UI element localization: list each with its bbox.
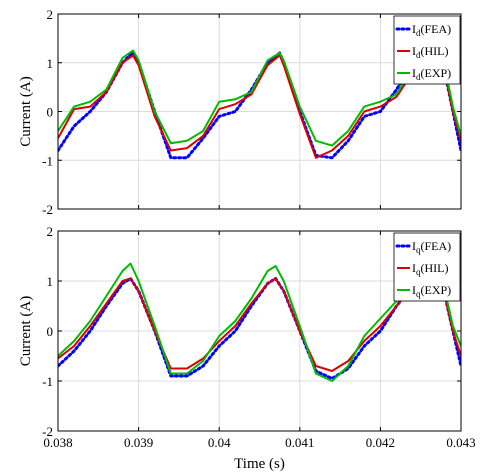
- series-line-d-1: [58, 54, 461, 159]
- y-tick-label: -1: [42, 153, 53, 168]
- x-axis-label: Time (s): [234, 456, 285, 472]
- y-tick-label: 2: [47, 7, 54, 22]
- legend-entry: Id(FEA): [412, 22, 451, 38]
- panel-bottom: -2 -1 0 1 2 0.038 0.039 0.04 0.041 0.042 0.043 Curr…: [18, 224, 476, 450]
- y-tick-label: -2: [42, 202, 53, 217]
- y-axis-label: Current (A): [18, 296, 34, 366]
- series-line-d-2: [58, 49, 461, 147]
- x-tick-label: 0.042: [366, 435, 395, 450]
- y-tick-label: 1: [47, 274, 54, 289]
- y-tick-label: -2: [42, 424, 53, 439]
- legend-entry: Iq(HIL): [412, 261, 448, 277]
- legend-entry: Id(EXP): [412, 66, 451, 82]
- x-tick-label: 0.04: [208, 435, 231, 450]
- x-tick-label: 0.041: [285, 435, 314, 450]
- x-tick-label: 0.038: [43, 435, 72, 450]
- y-tick-label: 0: [47, 324, 54, 339]
- legend: Iq(FEA) Iq(HIL) Iq(EXP): [393, 232, 461, 302]
- legend-entry: Iq(FEA): [412, 239, 451, 255]
- x-tick-label: 0.039: [124, 435, 153, 450]
- legend: Id(FEA) Id(HIL) Id(EXP): [393, 15, 461, 85]
- legend-entry: Iq(EXP): [412, 283, 451, 299]
- y-tick-label: 1: [47, 56, 54, 71]
- panel-top: -2 -1 0 1 2 Current (A) Id(FEA) Id(HIL) Id(EXP): [18, 7, 462, 217]
- y-tick-label: 0: [47, 105, 54, 120]
- x-tick-label: 0.043: [446, 435, 475, 450]
- y-tick-label: -1: [42, 374, 53, 389]
- y-axis-label: Current (A): [18, 76, 34, 146]
- legend-entry: Id(HIL): [412, 44, 448, 60]
- y-tick-label: 2: [47, 224, 54, 239]
